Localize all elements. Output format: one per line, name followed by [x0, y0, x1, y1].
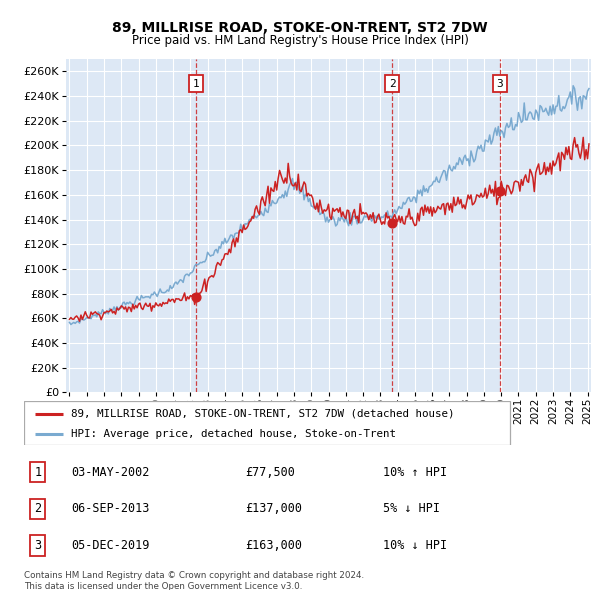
Text: 06-SEP-2013: 06-SEP-2013 [71, 502, 149, 516]
Point [191, 292, 201, 301]
Text: £137,000: £137,000 [245, 502, 302, 516]
Text: 05-DEC-2019: 05-DEC-2019 [71, 539, 149, 552]
Text: 89, MILLRISE ROAD, STOKE-ON-TRENT, ST2 7DW: 89, MILLRISE ROAD, STOKE-ON-TRENT, ST2 7… [112, 21, 488, 35]
FancyBboxPatch shape [24, 401, 510, 445]
Point [495, 186, 505, 196]
Text: Contains HM Land Registry data © Crown copyright and database right 2024.
This d: Contains HM Land Registry data © Crown c… [24, 571, 364, 590]
Text: £163,000: £163,000 [245, 539, 302, 552]
Text: HPI: Average price, detached house, Stoke-on-Trent: HPI: Average price, detached house, Stok… [71, 430, 396, 440]
Text: 3: 3 [496, 78, 503, 88]
Text: Price paid vs. HM Land Registry's House Price Index (HPI): Price paid vs. HM Land Registry's House … [131, 34, 469, 47]
Text: 03-MAY-2002: 03-MAY-2002 [71, 466, 149, 478]
Text: 2: 2 [34, 502, 41, 516]
Text: 5% ↓ HPI: 5% ↓ HPI [383, 502, 440, 516]
Text: 10% ↑ HPI: 10% ↑ HPI [383, 466, 447, 478]
Text: 2: 2 [389, 78, 395, 88]
Text: 1: 1 [34, 466, 41, 478]
Text: 89, MILLRISE ROAD, STOKE-ON-TRENT, ST2 7DW (detached house): 89, MILLRISE ROAD, STOKE-ON-TRENT, ST2 7… [71, 409, 454, 418]
Text: 10% ↓ HPI: 10% ↓ HPI [383, 539, 447, 552]
Text: £77,500: £77,500 [245, 466, 295, 478]
Text: 3: 3 [34, 539, 41, 552]
Point [387, 218, 397, 228]
Text: 1: 1 [193, 78, 200, 88]
